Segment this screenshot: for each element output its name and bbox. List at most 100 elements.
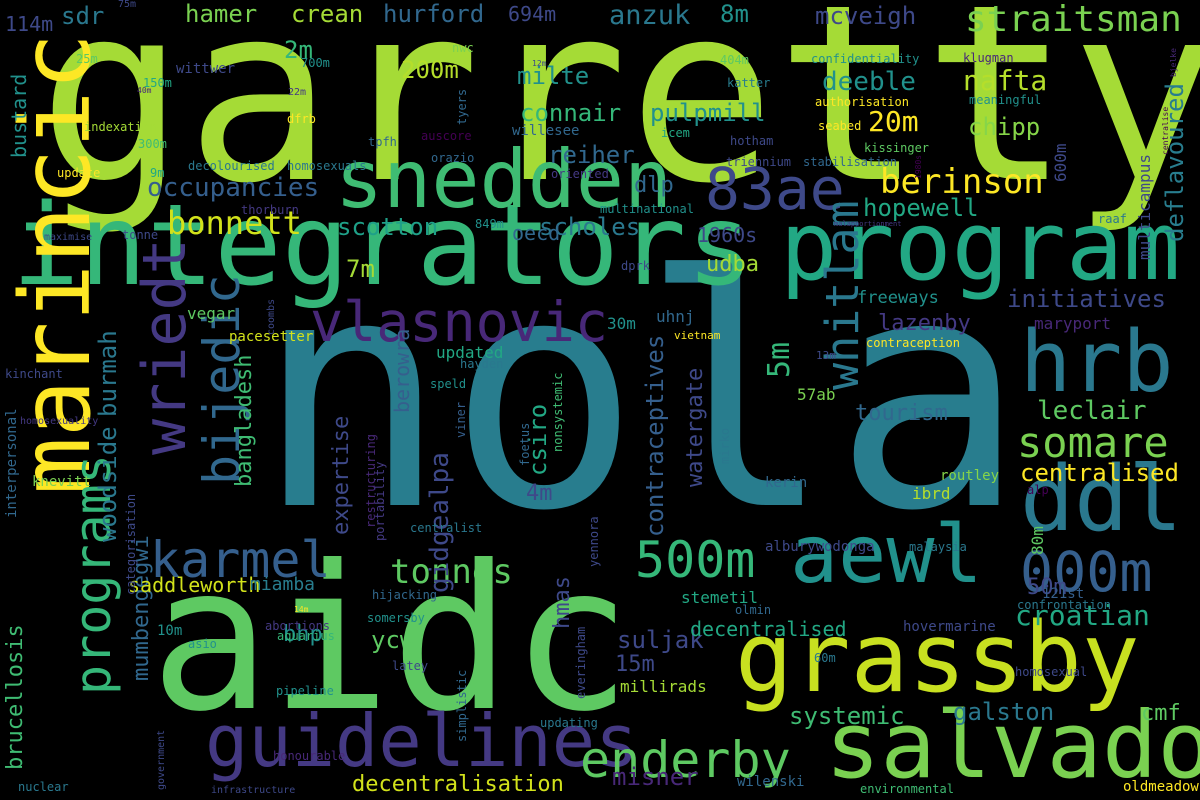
word-600m: 600m	[1051, 143, 1070, 182]
word-20m: 20m	[868, 105, 919, 138]
word-yennora: yennora	[587, 516, 601, 567]
word-latey: latey	[392, 659, 429, 673]
word-centralist: centralist	[410, 521, 483, 535]
word-initiatives: initiatives	[1007, 285, 1166, 313]
word-croatian: croatian	[1015, 599, 1150, 632]
word-meaningful: meaningful	[969, 93, 1042, 107]
word-reiher: reiher	[548, 141, 635, 169]
word-seabed: seabed	[818, 119, 862, 133]
word-maryport: maryport	[1034, 314, 1112, 333]
word-portability: portability	[373, 461, 387, 541]
word-oriented: oriented	[551, 167, 609, 181]
word-nafta: nafta	[963, 64, 1048, 97]
word-galston: galston	[953, 698, 1055, 726]
word-tyers: tyers	[455, 88, 469, 125]
word-wilenski: wilenski	[737, 774, 805, 790]
word-government: government	[156, 729, 167, 790]
word-somersby: somersby	[367, 611, 425, 625]
word-aewl: aewl	[790, 508, 983, 601]
word-updating: updating	[540, 716, 598, 730]
word-deeble: deeble	[822, 67, 916, 97]
word-hopewell: hopewell	[863, 194, 979, 222]
word-694m: 694m	[508, 2, 557, 26]
word-raaf: raaf	[1098, 212, 1127, 226]
word-kerin: kerin	[765, 475, 808, 491]
word-200m: 200m	[401, 56, 459, 84]
word-willesee: willesee	[512, 123, 580, 139]
word-wittwer: wittwer	[176, 61, 236, 77]
word-hurford: hurford	[383, 0, 485, 28]
word-bustard: bustard	[7, 73, 31, 158]
word-vietnam: vietnam	[674, 329, 721, 342]
word-12m: 12m	[532, 59, 547, 68]
word-alp: alp	[1027, 483, 1049, 497]
word-updated: updated	[436, 343, 504, 362]
word-aquarius: aquarius	[277, 629, 335, 643]
word-occupancies: occupancies	[147, 173, 320, 203]
word-tpfh: tpfh	[368, 135, 397, 149]
word-nola: nola	[255, 209, 1026, 581]
word-tonnes: tonnes	[390, 552, 513, 592]
word-alburywodonga: alburywodonga	[765, 539, 875, 555]
word-homosexuals: homosexuals	[287, 159, 367, 173]
word-indexation: indexation	[84, 120, 157, 134]
word-contraception: contraception	[866, 336, 960, 350]
word-integrators: integrators	[12, 181, 754, 311]
word-centralise: centralise	[1161, 106, 1170, 155]
word-57ab: 57ab	[797, 385, 836, 404]
word-849m: 849m	[475, 217, 504, 231]
word-mirko: mirko	[718, 427, 732, 464]
word-300m: 300m	[138, 137, 167, 151]
word-bangladesh: bangladesh	[232, 354, 257, 487]
word-enderby: enderby	[580, 731, 791, 789]
word-13m: 13m	[816, 349, 836, 362]
word-decentralisation: decentralisation	[352, 772, 564, 797]
word-categorisation: categorisation	[124, 493, 138, 595]
word-hmas: hmas	[550, 576, 575, 629]
word-systemic: systemic	[789, 702, 905, 730]
word-14m: 14m	[294, 605, 309, 614]
word-icem: icem	[661, 126, 690, 140]
word-malaysia: malaysia	[909, 540, 967, 554]
word-asio: asio	[188, 637, 217, 651]
word-malapportionment: malapportionment	[834, 220, 902, 228]
word-dprk: dprk	[621, 259, 650, 273]
word-bhp: bhp	[283, 622, 323, 647]
word-121st: 121st	[1042, 586, 1085, 602]
word-hijacking: hijacking	[372, 588, 438, 602]
word-500m: 500m	[635, 531, 756, 589]
word-kissinger: kissinger	[864, 141, 930, 155]
word-114m: 114m	[5, 12, 54, 36]
word-thorburn: thorburn	[241, 203, 299, 217]
word-misner: misner	[612, 763, 699, 791]
word-guidelines: guidelines	[205, 699, 639, 783]
word-connair: connair	[520, 99, 622, 127]
word-leclair: leclair	[1037, 396, 1147, 426]
word-mcveigh: mcveigh	[815, 2, 917, 30]
word-berinson: berinson	[880, 162, 1044, 202]
word-honourable: honourable	[273, 749, 346, 763]
word-hrb: hrb	[1020, 313, 1174, 412]
word-stabilisation: stabilisation	[803, 155, 897, 169]
word-sdr: sdr	[61, 2, 105, 30]
word-2m: 2m	[284, 36, 313, 64]
word-knevitt: knevitt	[32, 474, 92, 490]
word-maximise: maximise	[44, 232, 93, 243]
word-infrastructure: infrastructure	[211, 785, 296, 796]
word-multicampus: multicampus	[1135, 154, 1154, 260]
word-hotham: hotham	[730, 134, 774, 148]
word-75m: 75m	[118, 0, 137, 10]
word-somare: somare	[1017, 418, 1169, 467]
word-ycw: ycw	[371, 626, 415, 654]
word-udba: udba	[706, 252, 759, 277]
word-centralised: centralised	[1020, 459, 1179, 487]
word-program: program	[780, 192, 1181, 302]
word-homosexuality: homosexuality	[20, 416, 99, 427]
word-vegar: vegar	[187, 304, 236, 323]
word-milte: milte	[517, 62, 590, 90]
word-coombs: coombs	[266, 298, 277, 335]
word-150m: 150m	[143, 76, 172, 90]
word-8m: 8m	[720, 0, 749, 28]
word-interpersonal: interpersonal	[4, 408, 20, 518]
word-700m: 700m	[301, 56, 330, 70]
